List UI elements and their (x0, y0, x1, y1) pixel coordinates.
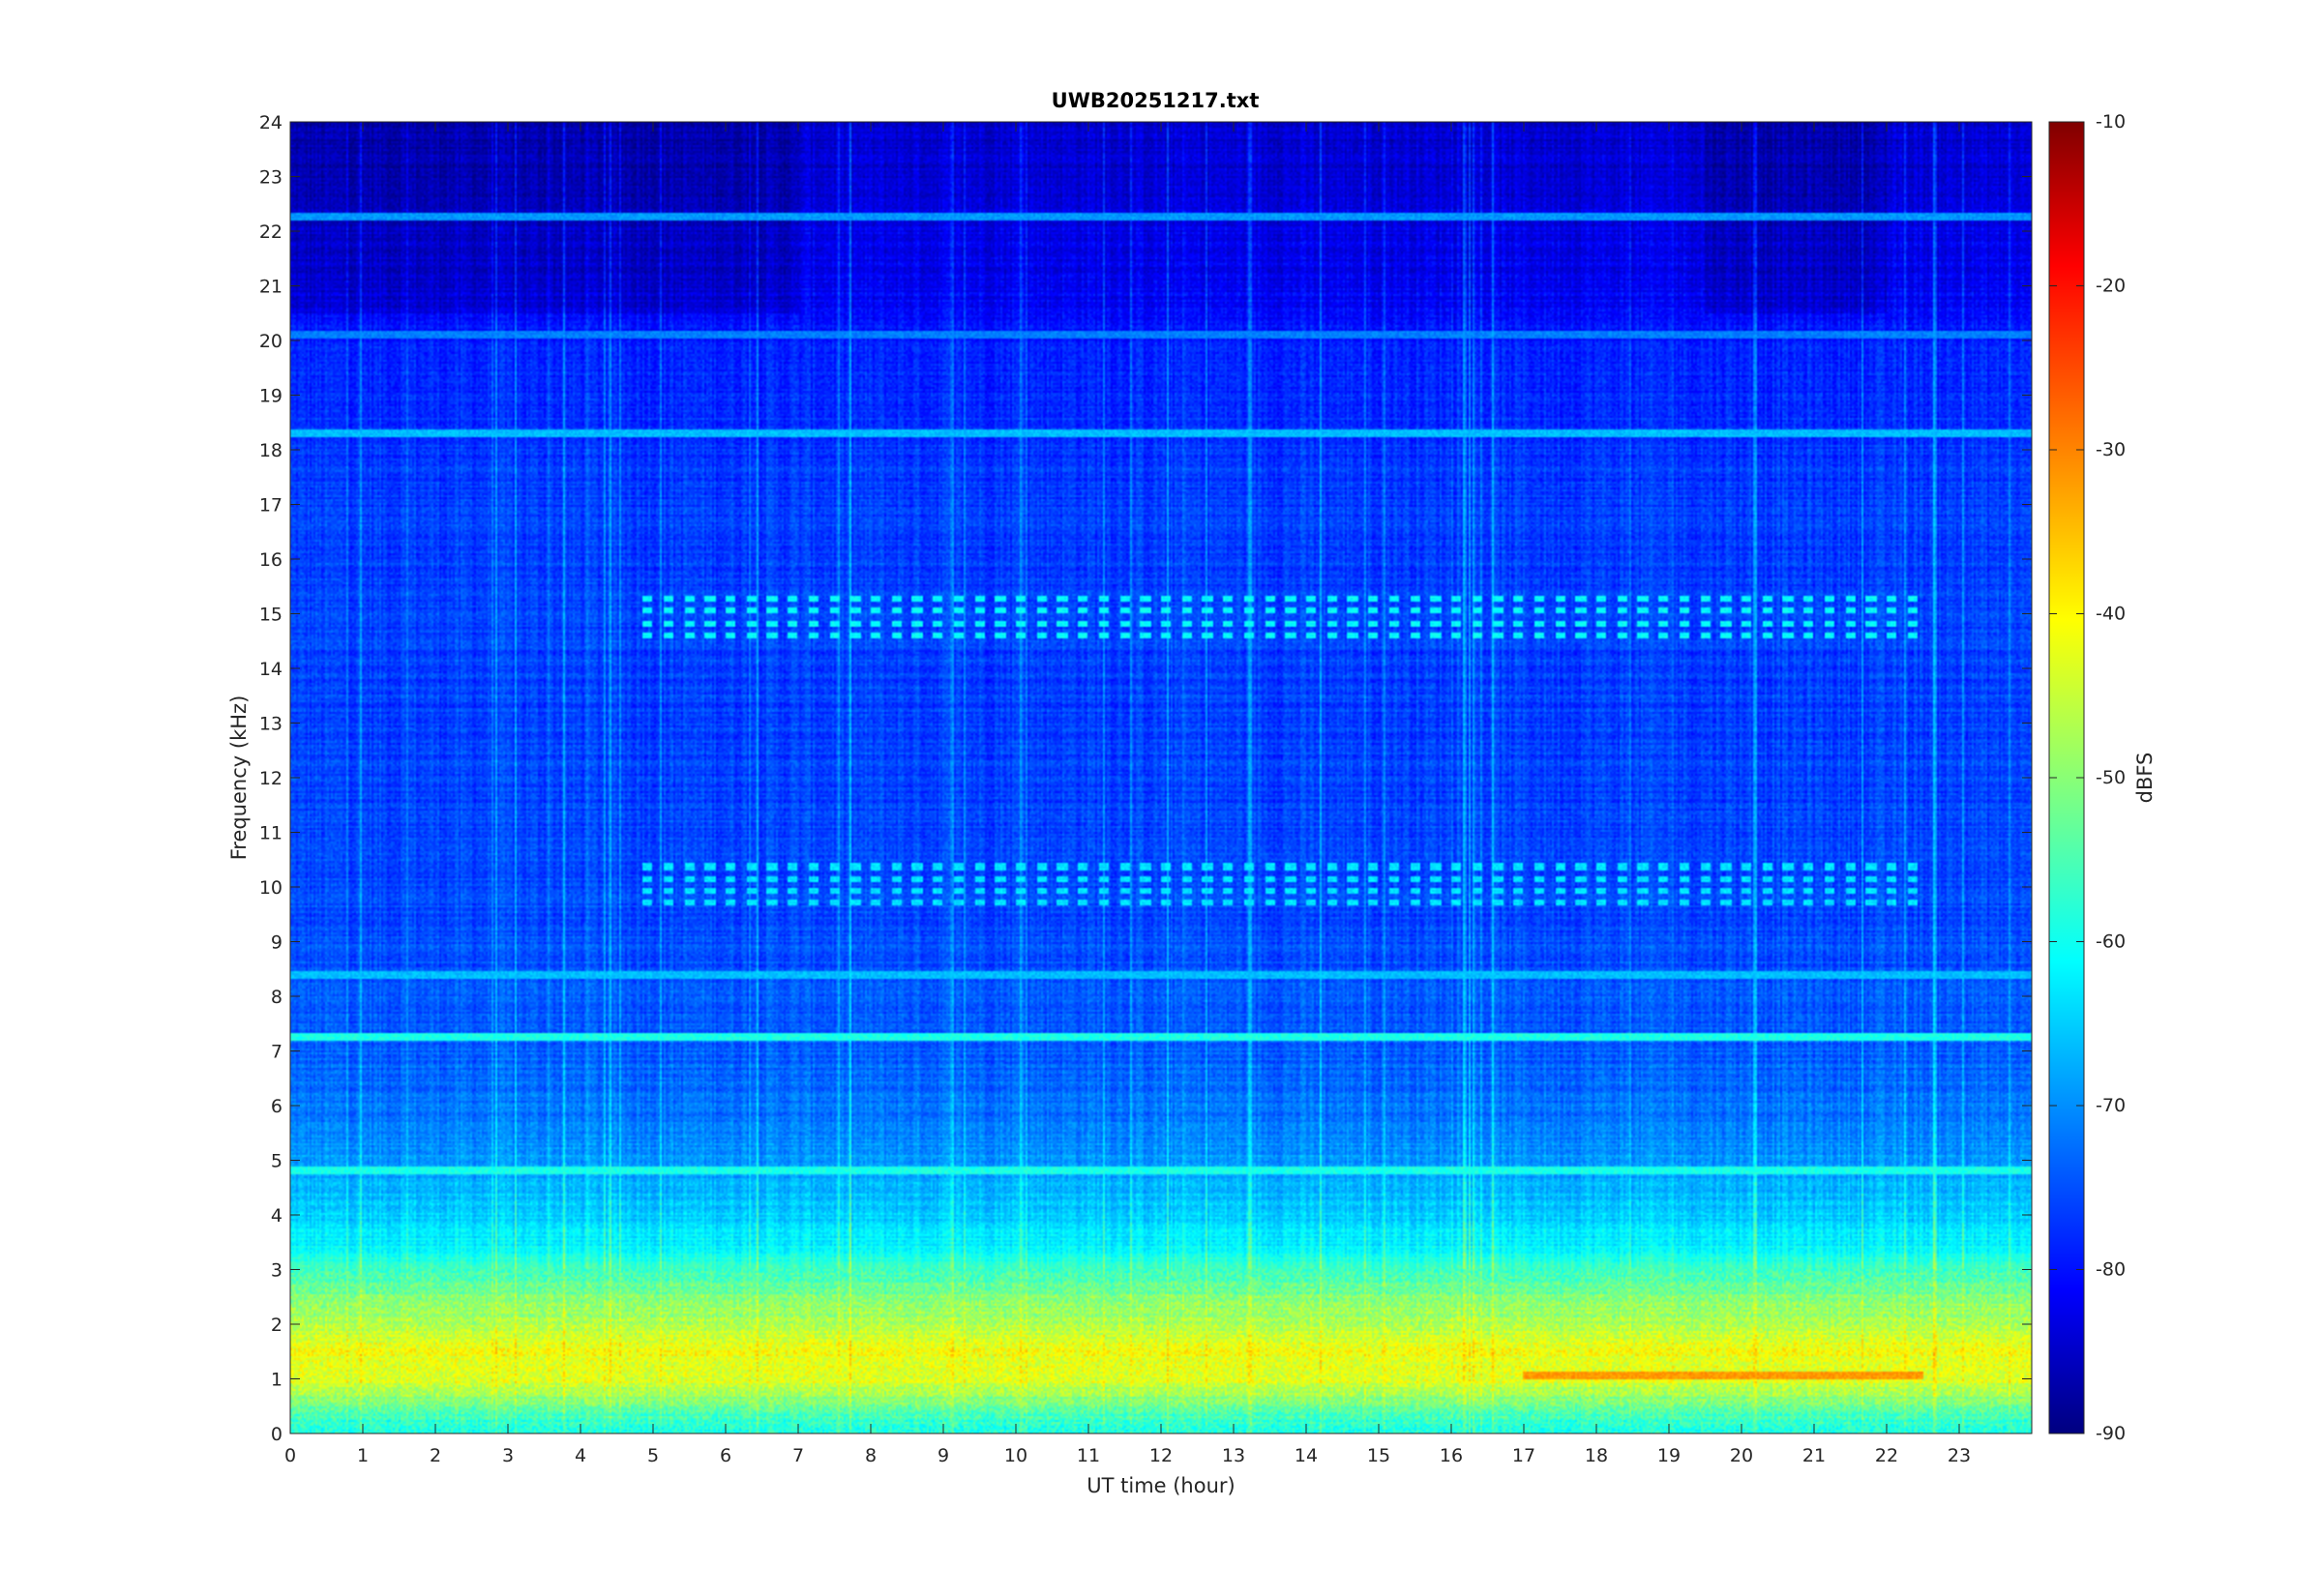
y-tick-label: 11 (259, 823, 283, 844)
x-tick-label: 22 (1875, 1445, 1898, 1466)
colorbar-ticks: -10 -20 -30 -40 -50 -60 -70 -80 -90 (2049, 111, 2126, 1444)
x-tick-label: 9 (938, 1445, 949, 1466)
y-tick-label: 20 (259, 331, 283, 352)
plot-area (289, 121, 2033, 1434)
y-tick-label: 22 (259, 222, 283, 243)
x-tick-label: 21 (1802, 1445, 1826, 1466)
x-tick-label: 8 (865, 1445, 877, 1466)
chart-title: UWB20251217.txt (1052, 89, 1260, 112)
x-tick-label: 12 (1149, 1445, 1173, 1466)
x-tick-label: 5 (647, 1445, 659, 1466)
y-tick-label: 24 (259, 112, 283, 133)
x-tick-label: 15 (1367, 1445, 1390, 1466)
colorbar-tick-label: -10 (2096, 111, 2126, 133)
x-tick-label: 14 (1295, 1445, 1318, 1466)
colorbar-tick-label: -60 (2096, 931, 2126, 953)
y-tick-label: 21 (259, 277, 283, 298)
x-tick-label: 7 (792, 1445, 804, 1466)
x-tick-label: 3 (502, 1445, 514, 1466)
y-tick-label: 16 (259, 549, 283, 571)
x-tick-label: 10 (1004, 1445, 1027, 1466)
colorbar-tick-label: -20 (2096, 276, 2126, 297)
y-tick-label: 10 (259, 877, 283, 899)
x-axis-label: UT time (hour) (1087, 1474, 1235, 1497)
y-tick-label: 14 (259, 659, 283, 680)
y-tick-label: 6 (271, 1096, 283, 1117)
x-tick-label: 2 (430, 1445, 441, 1466)
colorbar-tick-label: -80 (2096, 1259, 2126, 1281)
colorbar: -10 -20 -30 -40 -50 -60 -70 -80 -90 dBFS (2048, 111, 2157, 1444)
x-tick-label: 19 (1657, 1445, 1681, 1466)
y-tick-label: 17 (259, 495, 283, 517)
colorbar-tick-label: -50 (2096, 767, 2126, 788)
x-tick-label: 1 (357, 1445, 369, 1466)
colorbar-tick-label: -70 (2096, 1095, 2126, 1116)
x-axis-ticks: 0 1 2 3 4 5 6 7 8 9 10 11 12 13 14 15 16 17 18 19 20 21 22 23 (284, 122, 1971, 1466)
y-tick-label: 4 (271, 1205, 283, 1227)
spectrogram-image (290, 122, 2032, 1433)
y-tick-label: 12 (259, 768, 283, 789)
y-tick-label: 13 (259, 714, 283, 735)
colorbar-label: dBFS (2133, 753, 2157, 804)
y-tick-label: 18 (259, 440, 283, 461)
x-tick-label: 17 (1512, 1445, 1535, 1466)
y-tick-label: 0 (271, 1424, 283, 1445)
x-tick-label: 6 (720, 1445, 731, 1466)
x-tick-label: 4 (575, 1445, 586, 1466)
y-axis-label: Frequency (kHz) (227, 695, 251, 861)
x-tick-label: 13 (1222, 1445, 1245, 1466)
x-tick-label: 16 (1440, 1445, 1463, 1466)
colorbar-tick-label: -90 (2096, 1423, 2126, 1444)
y-tick-label: 5 (271, 1151, 283, 1172)
y-tick-label: 3 (271, 1260, 283, 1282)
y-tick-label: 8 (271, 987, 283, 1008)
y-tick-label: 7 (271, 1042, 283, 1063)
y-tick-label: 15 (259, 605, 283, 626)
x-tick-label: 23 (1948, 1445, 1971, 1466)
y-tick-label: 23 (259, 167, 283, 189)
y-tick-label: 19 (259, 386, 283, 407)
x-tick-label: 20 (1730, 1445, 1753, 1466)
colorbar-tick-label: -40 (2096, 604, 2126, 625)
y-tick-label: 1 (271, 1370, 283, 1391)
x-tick-label: 0 (284, 1445, 296, 1466)
y-tick-label: 2 (271, 1315, 283, 1336)
x-tick-label: 11 (1077, 1445, 1100, 1466)
y-tick-label: 9 (271, 932, 283, 954)
colorbar-tick-label: -30 (2096, 439, 2126, 460)
x-tick-label: 18 (1585, 1445, 1608, 1466)
